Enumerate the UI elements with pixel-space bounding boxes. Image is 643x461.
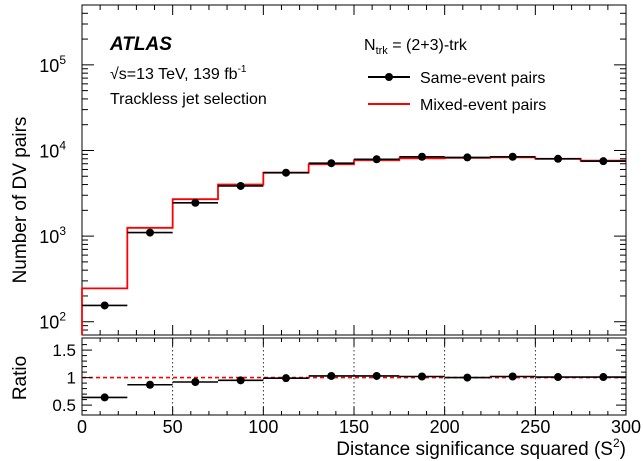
mixed-event-histogram — [81, 156, 626, 335]
same-event-point — [372, 155, 381, 164]
ratio-vertical-grid — [172, 338, 536, 415]
ratio-point — [418, 372, 426, 381]
ratio-y-tick-label: 0.5 — [52, 396, 76, 415]
ratio-y-axis-label: Ratio — [10, 356, 31, 400]
ratio-y-tick-labels: 0.5 1 1.5 — [52, 341, 76, 415]
x-tick-label: 0 — [77, 417, 87, 437]
x-tick-labels: 0 50 100 150 200 250 300 — [77, 417, 641, 437]
ratio-point — [236, 376, 245, 385]
same-event-point — [100, 301, 109, 310]
main-y-axis-label: Number of DV pairs — [10, 117, 31, 284]
ratio-y-tick-label: 1.5 — [52, 341, 76, 360]
same-event-point — [191, 198, 200, 207]
same-event-point — [599, 157, 608, 166]
ratio-point — [282, 374, 290, 383]
ratio-point — [100, 393, 109, 402]
ratio-point — [508, 372, 517, 381]
same-event-point — [327, 159, 336, 168]
main-y-tick-label: 103 — [39, 224, 66, 247]
main-y-tick-label: 102 — [39, 310, 66, 333]
same-event-point — [282, 168, 290, 177]
legend-label-mixed-event: Mixed-event pairs — [420, 97, 546, 114]
same-event-points — [82, 152, 626, 310]
main-y-tick-label: 104 — [39, 138, 66, 161]
ratio-axis-ticks — [82, 338, 626, 415]
mixed-event-step-line — [81, 156, 626, 335]
legend-label-same-event: Same-event pairs — [420, 70, 545, 87]
main-y-tick-label: 105 — [39, 53, 66, 76]
atlas-label: ATLAS — [109, 34, 172, 55]
main-y-tick-labels: 102 103 104 105 — [39, 53, 66, 333]
same-event-point — [463, 153, 472, 162]
x-axis-label: Distance significance squared (S2) — [336, 436, 626, 460]
same-event-point — [554, 154, 562, 163]
x-tick-label: 150 — [339, 417, 369, 437]
same-event-point — [146, 228, 154, 237]
x-tick-label: 200 — [430, 417, 460, 437]
same-event-point — [508, 152, 517, 161]
main-axis-ticks — [82, 4, 626, 336]
ratio-point — [191, 378, 200, 386]
legend-entry-mixed-event: Mixed-event pairs — [368, 97, 546, 114]
same-event-point — [418, 152, 426, 161]
selection-label: Trackless jet selection — [110, 91, 267, 108]
ratio-point — [146, 380, 154, 389]
ratio-point — [463, 373, 472, 382]
ratio-point — [327, 371, 336, 380]
legend: Same-event pairs Mixed-event pairs — [368, 70, 546, 114]
ratio-y-tick-label: 1 — [67, 369, 76, 388]
x-tick-label: 100 — [248, 417, 278, 437]
energy-lumi-label: √s=13 TeV, 139 fb-1 — [110, 64, 247, 83]
ratio-point — [599, 373, 608, 382]
ratio-point — [554, 373, 562, 382]
x-tick-label: 50 — [163, 417, 183, 437]
same-event-point — [236, 181, 245, 190]
ratio-points — [82, 371, 626, 402]
legend-entry-same-event: Same-event pairs — [368, 70, 545, 87]
ntrk-label: Ntrk = (2+3)-trk — [364, 37, 468, 57]
x-tick-label: 250 — [520, 417, 550, 437]
ratio-point — [372, 371, 381, 380]
x-tick-label: 300 — [611, 417, 641, 437]
